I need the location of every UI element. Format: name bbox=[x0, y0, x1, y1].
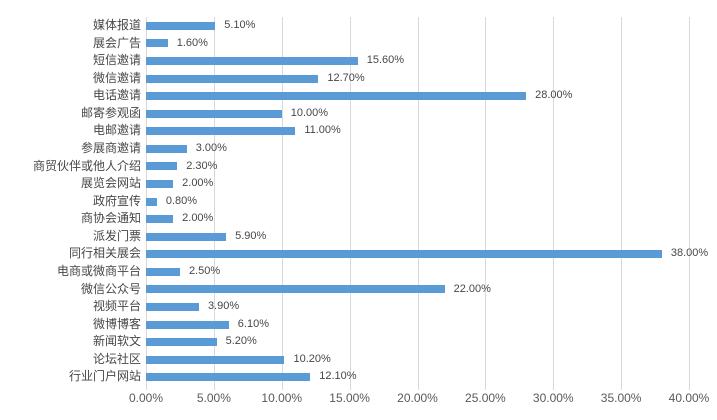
axis-tick bbox=[281, 386, 283, 390]
category-label: 商贸伙伴或他人介绍 bbox=[32, 158, 141, 173]
category-label: 新闻软文 bbox=[92, 334, 141, 349]
gridline bbox=[349, 17, 351, 386]
axis-tick bbox=[146, 386, 147, 390]
bar bbox=[146, 320, 229, 329]
gridline bbox=[213, 17, 215, 386]
bar bbox=[146, 74, 319, 83]
plot-area: 5.10% 1.60% 15.60% 12.70% 28.00% 10.00% 11.00%… bbox=[146, 17, 708, 390]
category-label: 邮寄参观函 bbox=[80, 105, 141, 120]
axis-tick bbox=[553, 386, 555, 390]
bar bbox=[146, 302, 199, 311]
x-tick-label: 0.00% bbox=[128, 391, 164, 405]
bar-value-label: 28.00% bbox=[535, 89, 573, 102]
category-axis: 媒体报道展会广告短信邀请微信邀请电话邀请邮寄参观函电邮邀请参展商邀请商贸伙伴或他… bbox=[0, 17, 141, 386]
x-tick-label: 20.00% bbox=[397, 391, 438, 405]
x-tick-label: 15.00% bbox=[329, 391, 370, 405]
bar-value-label: 10.00% bbox=[290, 106, 329, 119]
bar-value-label: 2.00% bbox=[182, 212, 214, 225]
category-label: 同行相关展会 bbox=[68, 246, 141, 261]
bar-value-label: 15.60% bbox=[366, 54, 405, 67]
axis-tick bbox=[417, 386, 419, 390]
category-label: 政府宣传 bbox=[92, 193, 141, 208]
category-label: 电话邀请 bbox=[92, 88, 141, 103]
bar bbox=[146, 162, 178, 171]
bar-value-label: 2.50% bbox=[188, 265, 221, 277]
category-label: 视频平台 bbox=[92, 299, 141, 314]
x-tick-label: 30.00% bbox=[532, 391, 574, 405]
bar-value-label: 0.80% bbox=[165, 194, 198, 207]
bar-value-label: 5.90% bbox=[235, 229, 267, 242]
category-label: 媒体报道 bbox=[92, 18, 141, 32]
category-label: 派发门票 bbox=[92, 228, 141, 243]
bar bbox=[146, 92, 527, 101]
gridline bbox=[553, 17, 555, 386]
bar-value-label: 1.60% bbox=[176, 36, 208, 49]
axis-tick bbox=[689, 386, 690, 390]
category-label: 微博博客 bbox=[92, 316, 141, 331]
bar bbox=[146, 127, 296, 136]
bar bbox=[146, 338, 217, 347]
bar bbox=[146, 21, 216, 30]
bar-value-label: 38.00% bbox=[670, 247, 709, 260]
category-label: 电商或微商平台 bbox=[56, 264, 141, 278]
category-label: 展览会网站 bbox=[80, 176, 141, 191]
bar-value-label: 12.10% bbox=[319, 370, 357, 383]
x-tick-label: 35.00% bbox=[600, 391, 642, 405]
category-label: 行业门户网站 bbox=[68, 369, 141, 384]
category-label: 商协会通知 bbox=[80, 211, 141, 226]
bar-value-label: 3.90% bbox=[207, 300, 240, 313]
category-label: 电邮邀请 bbox=[92, 123, 141, 138]
gridline bbox=[621, 17, 623, 386]
bar-value-label: 6.10% bbox=[237, 317, 269, 330]
gridline bbox=[281, 17, 283, 386]
axis-tick bbox=[485, 386, 487, 390]
axis-tick bbox=[213, 386, 215, 390]
bar-value-label: 2.30% bbox=[186, 159, 218, 172]
bar bbox=[146, 197, 157, 206]
bar-value-label: 2.00% bbox=[182, 177, 214, 190]
bar-value-label: 5.20% bbox=[225, 335, 257, 348]
category-label: 微信公众号 bbox=[80, 281, 141, 296]
gridline bbox=[485, 17, 487, 386]
bar-value-label: 11.00% bbox=[304, 124, 341, 137]
bar bbox=[146, 56, 358, 65]
bar bbox=[146, 373, 311, 382]
bar bbox=[146, 144, 187, 153]
category-label: 论坛社区 bbox=[92, 351, 141, 366]
bar-value-label: 5.10% bbox=[224, 19, 256, 31]
bar bbox=[146, 109, 282, 118]
value-axis: 0.00% 5.00% 10.00% 15.00% 20.00% 25.00% 30.00%… bbox=[129, 391, 709, 407]
bar bbox=[146, 250, 662, 259]
axis-tick bbox=[621, 386, 623, 390]
gridline bbox=[689, 17, 690, 386]
bar-value-label: 22.00% bbox=[453, 282, 491, 295]
category-label: 参展商邀请 bbox=[80, 141, 141, 155]
x-tick-label: 25.00% bbox=[465, 391, 506, 405]
bar-value-label: 10.20% bbox=[293, 352, 331, 365]
x-tick-label: 40.00% bbox=[668, 391, 710, 405]
bar-value-label: 12.70% bbox=[327, 71, 365, 84]
bar-value-label: 3.00% bbox=[195, 142, 227, 154]
gridline bbox=[417, 17, 419, 386]
category-label: 展会广告 bbox=[92, 35, 141, 50]
bar bbox=[146, 232, 227, 241]
x-tick-label: 5.00% bbox=[196, 391, 231, 405]
category-label: 微信邀请 bbox=[92, 70, 141, 85]
category-label: 短信邀请 bbox=[92, 53, 141, 68]
x-tick-label: 10.00% bbox=[261, 391, 303, 405]
bar bbox=[146, 39, 168, 48]
bar bbox=[146, 179, 174, 188]
bar bbox=[146, 215, 174, 224]
bar bbox=[146, 267, 180, 276]
axis-tick bbox=[349, 386, 351, 390]
bar bbox=[146, 285, 445, 294]
bar bbox=[146, 355, 285, 364]
